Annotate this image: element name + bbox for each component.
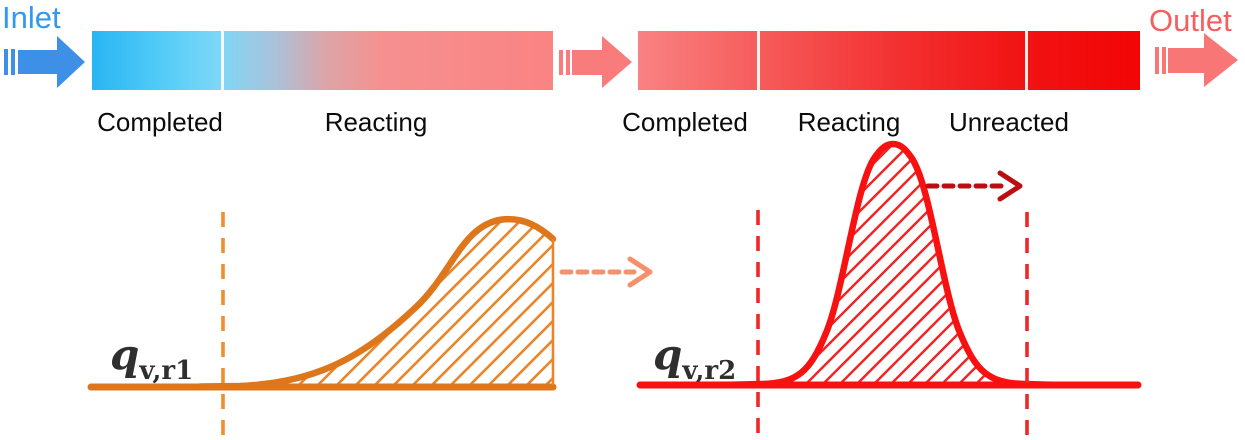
qvr1-hatched-area (240, 219, 553, 386)
reactor2-segment-divider-2 (1025, 31, 1028, 90)
heat-release-label-qvr1: qv,r1 (110, 330, 193, 386)
qvr1-symbol: q (110, 330, 140, 379)
reactor1-gradient-bar (92, 31, 553, 90)
reactor1-segment-label-reacting: Reacting (324, 107, 428, 137)
inlet-arrow-icon (4, 36, 85, 88)
qvr2-subscript: v,r2 (682, 356, 737, 386)
qvr1-flow-direction-arrow-icon (559, 256, 653, 288)
reactor-transfer-arrow-icon (559, 36, 632, 88)
outlet-arrow-icon (1155, 33, 1238, 87)
outlet-label: Outlet (1149, 3, 1232, 38)
qvr2-curve (716, 140, 1064, 389)
reactor2-segment-label-unreacted: Unreacted (949, 107, 1069, 137)
qvr2-hatched-area (762, 144, 1024, 384)
reactor1-segment-label-completed: Completed (97, 107, 223, 137)
reactor1-segment-divider (221, 31, 224, 90)
qvr1-curve (196, 215, 557, 390)
qvr2-flow-direction-arrow-icon (925, 170, 1023, 202)
qvr2-symbol: q (653, 330, 683, 379)
heat-release-label-qvr2: qv,r2 (653, 330, 736, 386)
reactor2-gradient-bar (638, 31, 1140, 90)
reactor2-segment-divider-1 (757, 31, 760, 90)
inlet-label: Inlet (2, 0, 61, 35)
reactor2-segment-label-completed: Completed (622, 107, 748, 137)
reactor2-segment-label-reacting: Reacting (797, 107, 901, 137)
qvr1-subscript: v,r1 (139, 356, 194, 386)
